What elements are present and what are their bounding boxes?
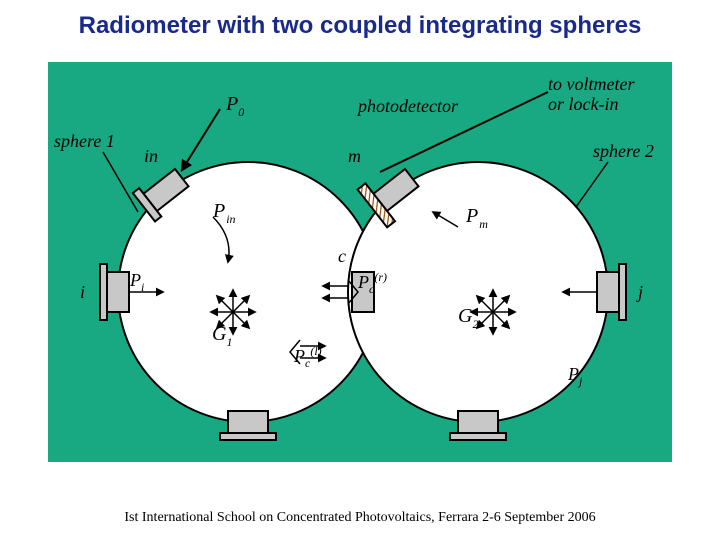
diagram-panel: P0 photodetector to voltmeter or lock-in…	[48, 62, 672, 462]
leader-sphere2	[576, 162, 608, 207]
diagram-svg: P0 photodetector to voltmeter or lock-in…	[48, 62, 672, 462]
arrow-p0	[182, 109, 220, 170]
label-sphere1: sphere 1	[54, 131, 115, 151]
label-j: j	[636, 282, 643, 302]
label-sphere2: sphere 2	[593, 141, 654, 161]
label-p0: P0	[225, 93, 244, 119]
footer-text: Ist International School on Concentrated…	[0, 510, 720, 526]
leader-sphere1	[103, 152, 138, 212]
page-title: Radiometer with two coupled integrating …	[0, 12, 720, 40]
label-m: m	[348, 146, 361, 166]
label-i: i	[80, 282, 85, 302]
label-photodetector: photodetector	[356, 96, 459, 116]
label-c: c	[338, 246, 346, 266]
label-in: in	[144, 146, 158, 166]
port-i	[100, 264, 129, 320]
port-j	[597, 264, 626, 320]
port-bottom-2	[450, 411, 506, 440]
label-voltmeter: to voltmeter or lock-in	[548, 74, 639, 114]
port-bottom-1	[220, 411, 276, 440]
